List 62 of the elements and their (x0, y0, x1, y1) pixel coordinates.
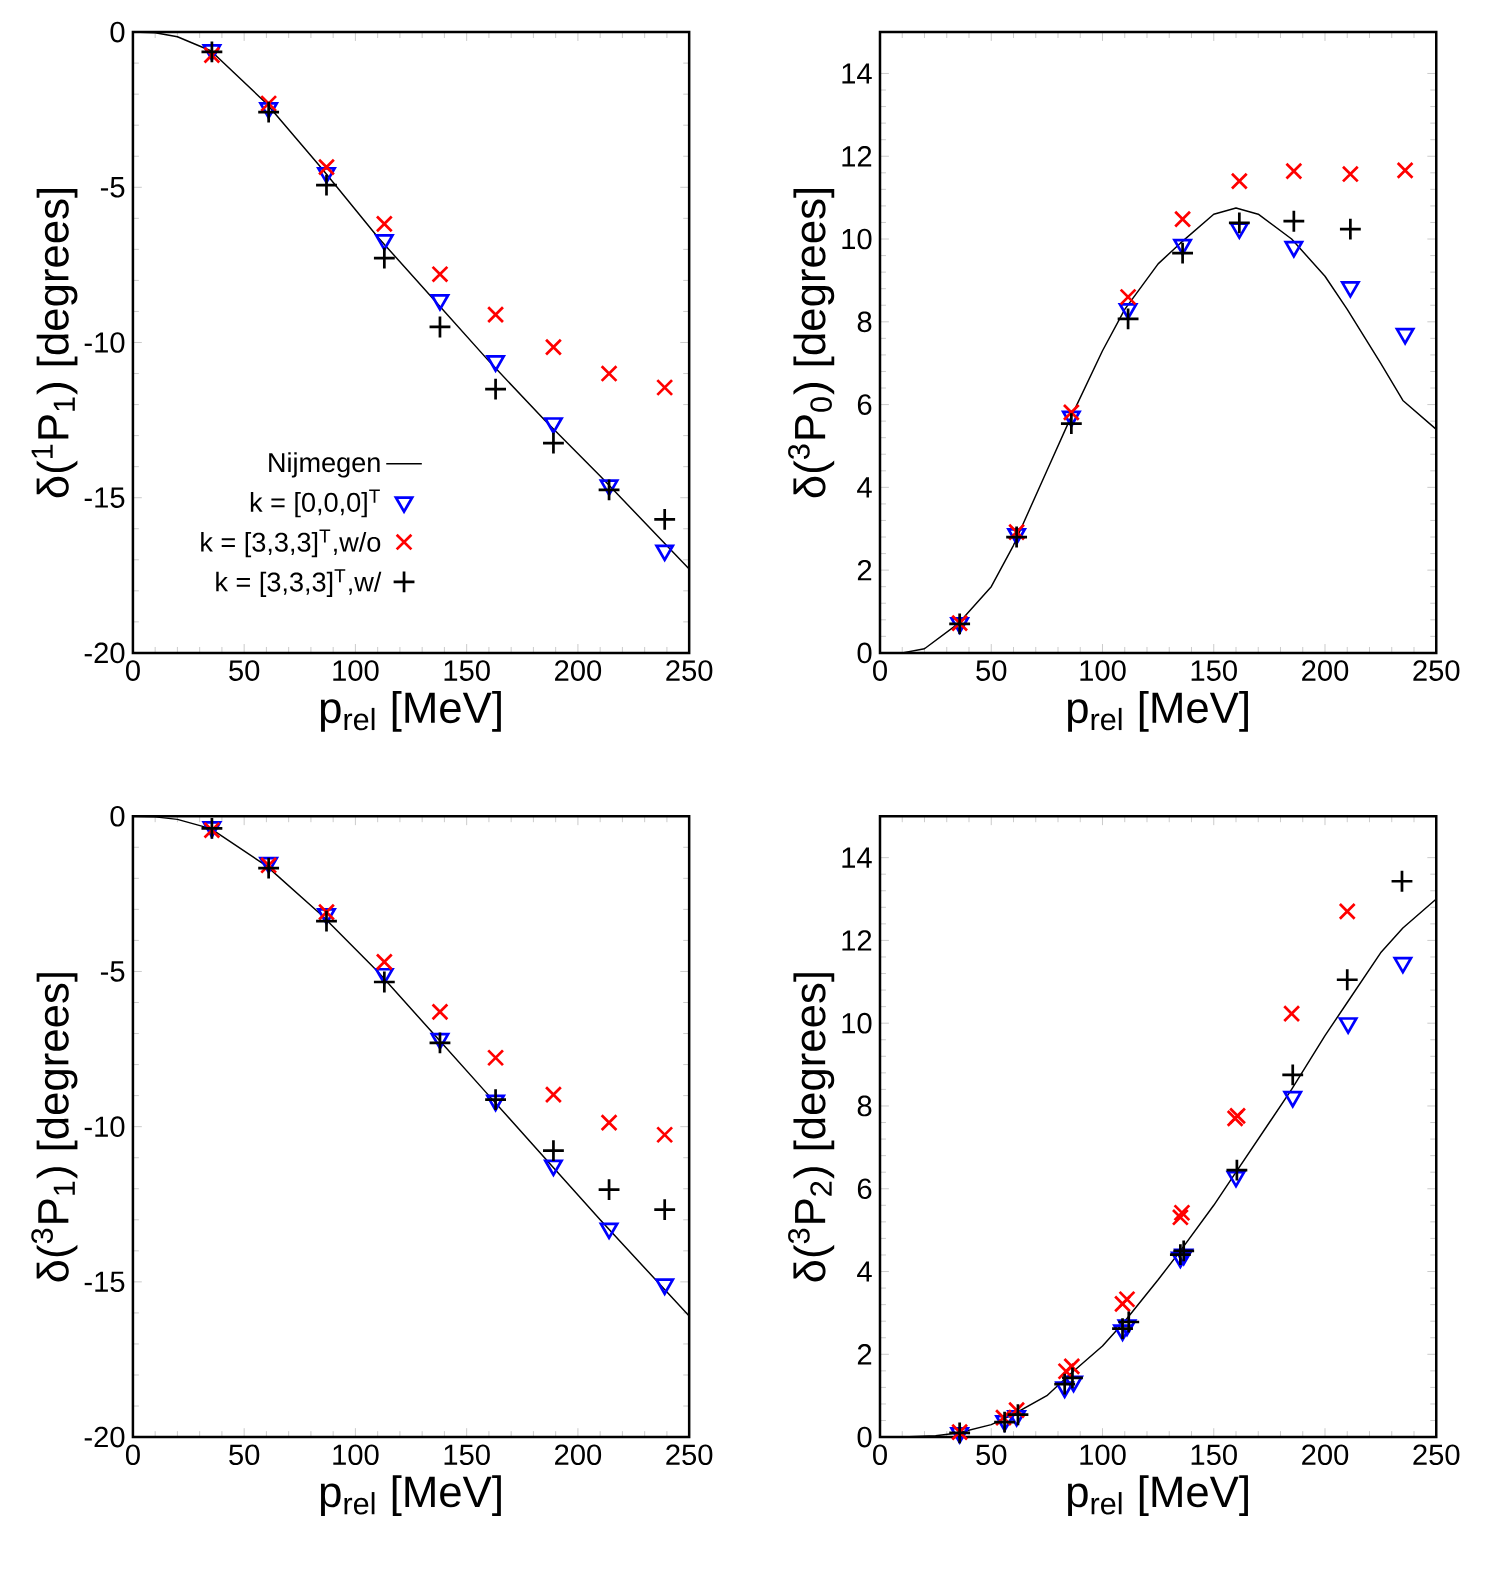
x-tick-label: 200 (555, 1444, 602, 1466)
y-tick-label: -15 (84, 487, 125, 508)
x-axis-title: p$_{rel}$ [MeV] (1068, 1475, 1248, 1517)
y-tick-label: -15 (84, 1271, 125, 1293)
x-tick-label: 150 (1191, 1444, 1237, 1466)
legend-label: k = [3,3,3]$^{T}$,w/ (216, 569, 382, 597)
y-tick-label: 14 (842, 847, 872, 868)
x-tick-label: 250 (666, 660, 713, 681)
y-tick-label: 2 (857, 559, 872, 581)
x-tick-label: 100 (333, 1444, 379, 1466)
y-tick-label: 12 (842, 146, 872, 167)
y-tick-label: 14 (842, 63, 872, 84)
x-tick-label: 100 (1080, 1444, 1126, 1466)
x-tick-label: 0 (873, 660, 887, 681)
y-axis-title: δ($^{3}$P$_{2}$) [degrees] (788, 973, 835, 1282)
legend-label: k = [0,0,0]$^{T}$ (250, 489, 380, 518)
x-tick-label: 150 (444, 660, 490, 681)
x-tick-label: 50 (976, 1444, 1007, 1466)
x-tick-label: 200 (1302, 1444, 1349, 1466)
x-tick-label: 100 (333, 660, 379, 681)
y-tick-label: 6 (857, 394, 872, 415)
y-tick-label: 0 (857, 1426, 872, 1448)
x-tick-label: 150 (1191, 660, 1237, 681)
x-axis-title: p$_{rel}$ [MeV] (320, 1475, 501, 1517)
y-axis-title: δ($^{3}$P$_{0}$) [degrees] (788, 188, 835, 498)
y-tick-label: 6 (857, 1178, 872, 1200)
y-tick-label: -20 (84, 1426, 125, 1448)
legend-label: Nijmegen (269, 452, 380, 478)
x-tick-label: 250 (1413, 1444, 1460, 1466)
x-tick-label: 200 (555, 660, 602, 681)
legend-label: k = [3,3,3]$^{T}$,w/o (201, 529, 381, 558)
x-tick-label: 250 (666, 1444, 713, 1466)
y-tick-label: 4 (857, 477, 872, 498)
x-tick-label: 250 (1413, 660, 1460, 681)
y-tick-label: 12 (842, 930, 872, 951)
x-tick-label: 0 (125, 1444, 140, 1466)
y-axis-title: δ($^{1}$P$_{1}$) [degrees] (31, 188, 78, 498)
y-tick-label: -10 (84, 332, 125, 353)
x-tick-label: 200 (1302, 660, 1349, 681)
x-tick-label: 150 (444, 1444, 490, 1466)
y-axis-title: δ($^{3}$P$_{1}$) [degrees] (31, 973, 78, 1282)
x-axis-title: p$_{rel}$ [MeV] (320, 691, 501, 732)
y-tick-label: 10 (842, 1012, 872, 1034)
y-tick-label: 10 (842, 228, 872, 250)
y-tick-label: 4 (857, 1261, 872, 1282)
x-tick-label: 50 (229, 660, 260, 681)
x-tick-label: 0 (873, 1444, 887, 1466)
x-tick-label: 50 (976, 660, 1007, 681)
x-tick-label: 50 (229, 1444, 260, 1466)
y-tick-label: 0 (110, 805, 125, 827)
x-tick-label: 100 (1080, 660, 1126, 681)
y-tick-label: 0 (110, 21, 125, 43)
y-tick-label: -5 (100, 961, 125, 982)
y-tick-label: -5 (100, 177, 125, 198)
x-tick-label: 0 (125, 660, 140, 681)
y-tick-label: 8 (857, 311, 872, 333)
x-axis-title: p$_{rel}$ [MeV] (1068, 691, 1248, 732)
y-tick-label: 8 (857, 1095, 872, 1117)
y-tick-label: -10 (84, 1116, 125, 1137)
y-tick-label: 0 (857, 642, 872, 664)
y-tick-label: 2 (857, 1344, 872, 1365)
y-tick-label: -20 (84, 642, 125, 664)
